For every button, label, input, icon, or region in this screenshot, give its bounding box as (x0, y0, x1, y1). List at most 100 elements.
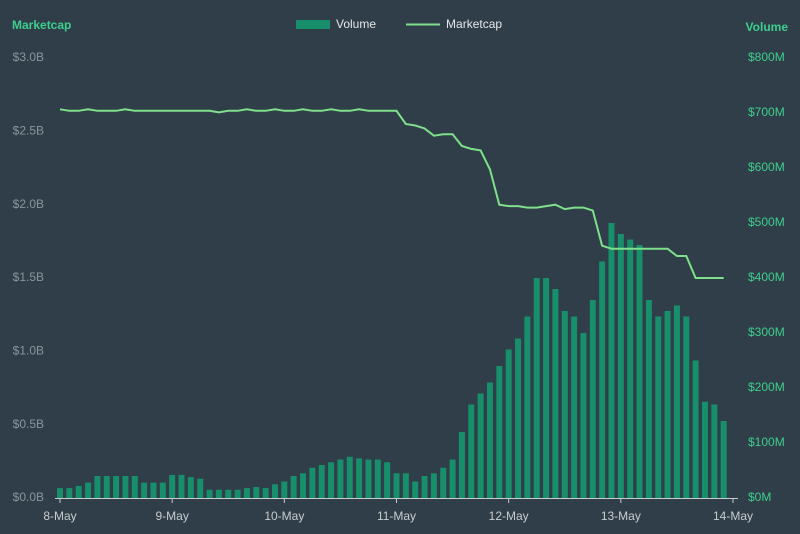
volume-bar (580, 333, 587, 498)
marketcap-line (59, 108, 724, 279)
volume-bar (608, 223, 615, 498)
volume-bar (215, 489, 222, 498)
y2-tick-label: $700M (748, 105, 785, 119)
volume-bar (141, 482, 148, 498)
volume-bar (683, 316, 690, 498)
volume-bar (271, 484, 278, 498)
volume-bar (318, 465, 325, 498)
volume-bar (505, 349, 512, 498)
y2-tick-label: $100M (748, 435, 785, 449)
y2-tick-label: $400M (748, 270, 785, 284)
volume-bar (206, 489, 213, 498)
volume-bar (393, 473, 400, 498)
y2-tick-label: $600M (748, 160, 785, 174)
y2-tick-label: $800M (748, 50, 785, 64)
volume-bar (664, 311, 671, 498)
volume-bar (515, 338, 522, 498)
volume-bar (328, 462, 335, 498)
y-tick-label: $3.0B (13, 50, 44, 64)
volume-bar (356, 458, 363, 498)
volume-bar (290, 476, 297, 498)
volume-bar (430, 473, 437, 498)
volume-bar (243, 488, 250, 498)
x-tick-label: 8-May (43, 509, 76, 523)
volume-bar (477, 393, 484, 498)
volume-bar (281, 481, 288, 498)
volume-bar (496, 366, 503, 498)
volume-bar (159, 482, 166, 498)
y2-tick-label: $0M (748, 490, 771, 504)
volume-bar (337, 459, 344, 498)
x-tick-label: 11-May (377, 509, 416, 523)
volume-bar (412, 481, 419, 498)
volume-bar (673, 305, 680, 498)
volume-bar (113, 476, 120, 498)
y-tick-label: $1.0B (13, 344, 44, 358)
volume-bar (468, 404, 475, 498)
volume-bar (225, 489, 232, 498)
volume-bar (543, 278, 550, 498)
volume-bar (262, 488, 269, 498)
volume-bar (627, 239, 634, 498)
volume-bar (187, 477, 194, 498)
y-tick-label: $1.5B (13, 270, 44, 284)
volume-bar (720, 421, 727, 498)
volume-bar (533, 278, 540, 498)
volume-bar (169, 474, 176, 498)
volume-bar (131, 476, 138, 498)
y-axis-title: Marketcap (12, 18, 71, 32)
volume-bar (617, 234, 624, 498)
x-tick-label: 13-May (601, 509, 641, 523)
volume-bar (599, 261, 606, 498)
volume-bar (692, 360, 699, 498)
volume-bar (589, 300, 596, 498)
volume-bar (150, 482, 157, 498)
volume-bar (346, 456, 353, 498)
volume-bar (122, 476, 129, 498)
volume-bar (103, 476, 110, 498)
x-tick-label: 14-May (713, 509, 753, 523)
volume-bar (365, 459, 372, 498)
legend-swatch (296, 20, 330, 29)
volume-bar (300, 473, 307, 498)
volume-bar (85, 482, 92, 498)
volume-bar (561, 311, 568, 498)
x-tick-label: 10-May (264, 509, 304, 523)
volume-bar (253, 487, 260, 498)
volume-bar (636, 245, 643, 498)
volume-bar (711, 404, 718, 498)
volume-bar (449, 459, 456, 498)
volume-bar (75, 485, 82, 498)
y2-tick-label: $500M (748, 215, 785, 229)
volume-bar (486, 382, 493, 498)
volume-bar (655, 316, 662, 498)
volume-bar (421, 476, 428, 498)
x-tick-label: 9-May (155, 509, 188, 523)
volume-bar (197, 478, 204, 498)
y2-tick-label: $200M (748, 380, 785, 394)
volume-bar (57, 488, 63, 498)
volume-bar (234, 489, 241, 498)
volume-bar (645, 300, 652, 498)
volume-bar (384, 462, 391, 498)
volume-bar (402, 473, 409, 498)
y-tick-label: $0.0B (13, 490, 44, 504)
volume-bar (374, 459, 381, 498)
volume-bar (94, 476, 101, 498)
volume-bar (701, 401, 708, 498)
legend-label: Volume (336, 17, 376, 31)
volume-bar (309, 467, 316, 498)
volume-bar (458, 432, 465, 498)
volume-bar (440, 467, 447, 498)
volume-bar (66, 488, 73, 498)
legend-label: Marketcap (446, 17, 502, 31)
volume-bar (552, 289, 559, 498)
volume-bar (178, 474, 185, 498)
y2-axis-title: Volume (746, 20, 789, 34)
y-tick-label: $2.5B (13, 124, 44, 138)
volume-bar (571, 316, 578, 498)
volume-bar (524, 316, 531, 498)
